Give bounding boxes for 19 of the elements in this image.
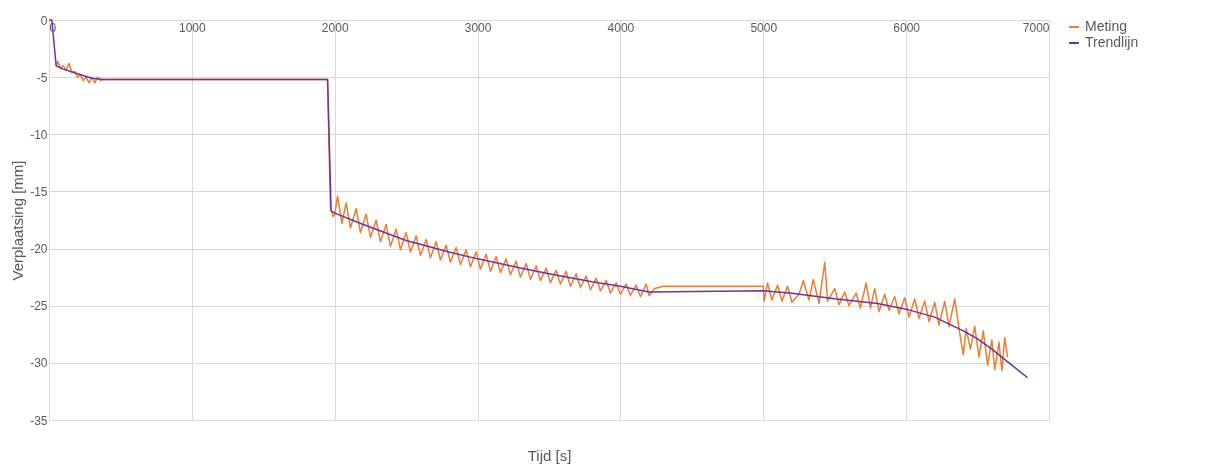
legend-label: Meting [1085,18,1128,34]
y-tick-label: -10 [30,127,48,142]
x-tick-label: 5000 [750,20,778,35]
y-tick-label: -5 [36,70,48,85]
x-tick-label: 1000 [179,20,207,35]
x-axis-title: Tijd [s] [527,446,572,464]
legend-label: Trendlijn [1085,34,1139,50]
y-tick-label: -35 [30,413,48,428]
y-axis-title: Verplaatsing [mm] [9,160,27,281]
x-tick-label: 4000 [607,20,635,35]
y-tick-label: -25 [30,299,48,314]
y-tick-label: -20 [30,242,48,257]
x-tick-label: 6000 [893,20,921,35]
x-tick-label: 2000 [321,20,349,35]
y-tick-label: -30 [30,356,48,371]
x-tick-label: 3000 [464,20,492,35]
y-tick-label: -15 [30,184,48,199]
line-series [55,60,1009,372]
x-tick-label: 7000 [1022,20,1050,35]
